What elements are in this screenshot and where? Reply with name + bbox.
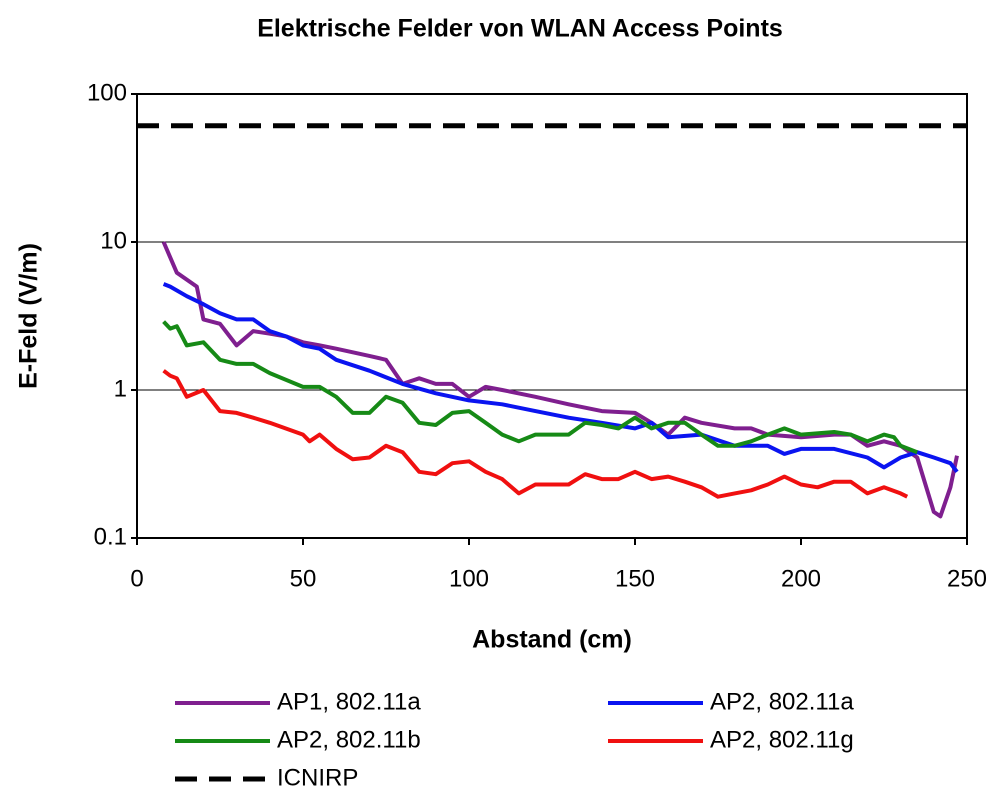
legend-label: AP2, 802.11g: [710, 726, 854, 753]
x-tick-label: 150: [615, 565, 655, 592]
x-tick-label: 0: [130, 565, 143, 592]
y-axis-label: E-Feld (V/m): [15, 243, 43, 389]
y-tick-label: 100: [87, 79, 127, 106]
legend-label: AP2, 802.11a: [710, 688, 854, 715]
legend-label: AP2, 802.11b: [277, 726, 421, 753]
y-tick-label: 1: [114, 375, 127, 402]
x-tick-label: 50: [290, 565, 317, 592]
chart-title: Elektrische Felder von WLAN Access Point…: [257, 15, 783, 43]
x-tick-label: 100: [449, 565, 489, 592]
y-tick-label: 0.1: [94, 523, 127, 550]
x-tick-label: 200: [781, 565, 821, 592]
x-axis-label: Abstand (cm): [472, 626, 632, 654]
y-tick-label: 10: [100, 227, 127, 254]
series-line: [161, 241, 959, 519]
legend-label: AP1, 802.11a: [277, 688, 421, 715]
series-line: [162, 369, 909, 499]
legend-label: ICNIRP: [277, 764, 358, 791]
x-tick-label: 250: [947, 565, 987, 592]
series-line: [162, 282, 959, 474]
plot-frame: [136, 93, 968, 539]
series-line: [162, 320, 918, 455]
